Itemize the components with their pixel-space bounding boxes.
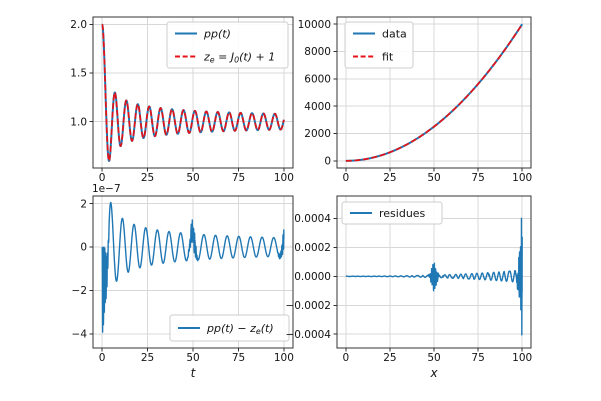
- y-tick-label: 10000: [298, 19, 331, 31]
- y-tick-label: 1.0: [70, 116, 87, 128]
- y-tick-label: −2: [72, 285, 87, 297]
- legend-bottom-left: pp(t) − ze(t): [169, 314, 290, 342]
- legend-top-right: data fit: [344, 21, 414, 69]
- x-axis-label-bottom-left: t: [191, 366, 197, 380]
- series-residues: [345, 217, 523, 336]
- legend-box: [341, 201, 443, 225]
- y-tick-label: 6000: [304, 74, 331, 86]
- series-fit: [345, 23, 523, 162]
- x-tick-label: 75: [232, 172, 245, 184]
- subplot-bottom-left: 0 25 50 75 100 2 0 −2 −4 1e−7 t pp(t) − ze(t): [72, 183, 294, 380]
- x-tick-label: 100: [274, 172, 294, 184]
- y-tick-label: 2.0: [70, 19, 87, 31]
- legend-label-data: data: [382, 27, 407, 40]
- y-tick-label: 0: [324, 156, 331, 168]
- y-tick-label: 0.0004: [294, 213, 331, 225]
- subplot-bottom-right: 0 25 50 75 100 0.0004 0.0002 0.0000 −0.0002 −0.00…: [285, 195, 532, 380]
- x-tick-label: 25: [383, 352, 396, 364]
- y-tick-label: 4000: [304, 101, 331, 113]
- legend-box: [169, 314, 290, 342]
- legend-label-z-e-j-0-t-1: ze = J0(t) + 1: [203, 50, 275, 64]
- x-tick-label: 100: [274, 352, 294, 364]
- x-tick-label: 75: [471, 352, 484, 364]
- series-z-e-j-0-t-1: [101, 23, 285, 162]
- x-tick-label: 0: [99, 352, 106, 364]
- x-tick-label: 50: [427, 172, 440, 184]
- y-tick-label: 2000: [304, 128, 331, 140]
- y-tick-label: −0.0002: [285, 300, 331, 312]
- x-tick-label: 50: [427, 352, 440, 364]
- subplot-top-left: 0 25 50 75 100 1.0 1.5 2.0 pp(t) ze = J0(t) + 1: [70, 16, 294, 184]
- y-tick-label: 0.0000: [294, 271, 331, 283]
- series-pp-t-z-e-t: [101, 201, 285, 333]
- legend-label-pp-t: pp(t): [203, 27, 231, 40]
- x-tick-label: 75: [471, 172, 484, 184]
- legend-label-pp-t-z-e-t: pp(t) − ze(t): [206, 322, 274, 336]
- x-tick-label: 25: [141, 172, 154, 184]
- subplot-top-right: 0 25 50 75 100 0 2000 4000 6000 8000 10000 data fit: [298, 16, 532, 184]
- x-tick-label: 25: [141, 352, 154, 364]
- y-tick-label: −0.0004: [285, 329, 331, 341]
- x-tick-label: 50: [186, 172, 199, 184]
- y-tick-label: 0.0002: [294, 242, 331, 254]
- y-tick-label: −4: [72, 329, 88, 341]
- x-tick-label: 50: [186, 352, 199, 364]
- legend-bottom-right: residues: [341, 201, 443, 225]
- x-tick-label: 100: [512, 352, 532, 364]
- y-tick-label: 1.5: [70, 68, 87, 80]
- legend-label-fit: fit: [382, 50, 394, 63]
- legend-top-left: pp(t) ze = J0(t) + 1: [166, 21, 289, 69]
- legend-box: [166, 21, 289, 69]
- x-tick-label: 0: [99, 172, 106, 184]
- x-axis-label-bottom-right: x: [429, 366, 438, 380]
- y-tick-label: 2: [80, 198, 87, 210]
- y-tick-label: 0: [80, 242, 87, 254]
- x-tick-label: 0: [342, 352, 349, 364]
- legend-label-residues: residues: [379, 207, 426, 220]
- y-axis-offset-text: 1e−7: [92, 183, 121, 195]
- x-tick-label: 25: [383, 172, 396, 184]
- x-tick-label: 100: [512, 172, 532, 184]
- y-tick-label: 8000: [304, 46, 331, 58]
- x-tick-label: 0: [342, 172, 349, 184]
- x-tick-label: 75: [232, 352, 245, 364]
